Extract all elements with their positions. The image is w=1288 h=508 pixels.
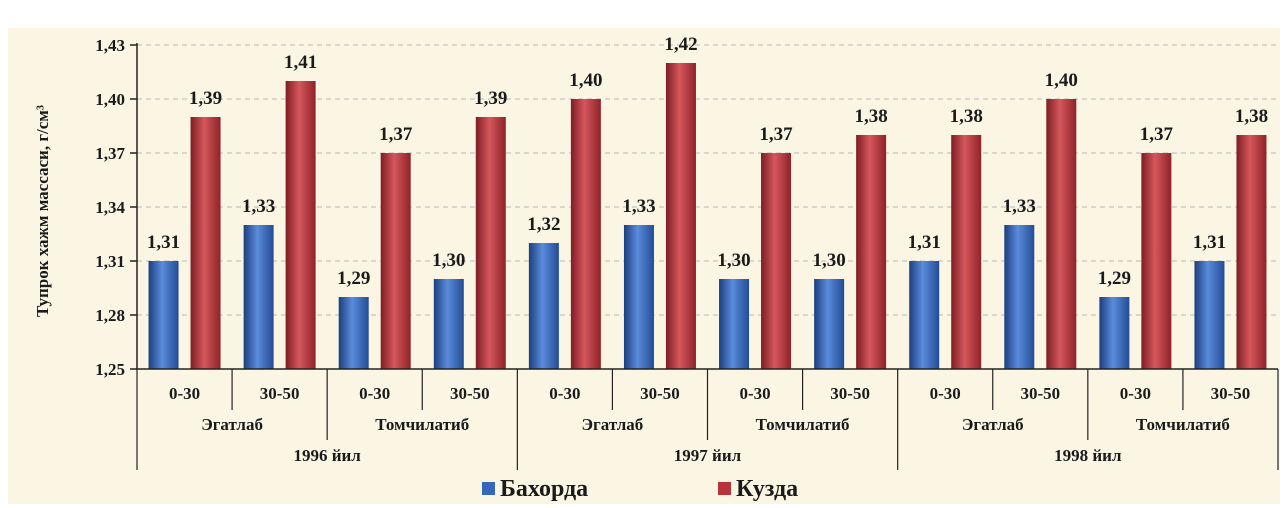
bar-autumn <box>380 153 411 369</box>
data-label: 1,33 <box>242 196 275 217</box>
bar-spring <box>814 279 845 369</box>
method-label: Томчилатиб <box>756 415 850 434</box>
y-tick-label: 1,40 <box>95 90 125 109</box>
data-label: 1,33 <box>622 196 655 217</box>
y-tick-label: 1,25 <box>95 360 125 379</box>
bar-autumn <box>1046 99 1077 369</box>
data-label: 1,42 <box>664 34 697 55</box>
method-label: Томчилатиб <box>375 415 469 434</box>
data-label: 1,38 <box>855 106 888 127</box>
bars-layer <box>148 63 1267 369</box>
data-label: 1,29 <box>337 268 370 289</box>
x-tick-label: 30-50 <box>640 384 680 403</box>
data-label: 1,32 <box>527 214 560 235</box>
method-label: Томчилатиб <box>1136 415 1230 434</box>
x-tick-label: 0-30 <box>359 384 390 403</box>
y-tick-label: 1,28 <box>95 306 125 325</box>
bar-autumn <box>1236 135 1267 369</box>
bar-spring <box>1194 261 1225 369</box>
data-label: 1,29 <box>1098 268 1131 289</box>
bar-autumn <box>570 99 601 369</box>
bar-autumn <box>665 63 696 369</box>
bar-spring <box>528 243 559 369</box>
data-label: 1,31 <box>1193 232 1226 253</box>
data-label: 1,31 <box>147 232 180 253</box>
bar-autumn <box>951 135 982 369</box>
labels-layer: 1,31 1,39 0-30 1,33 1,41 30-50 1,29 1,37 0-30 1,3… <box>147 34 1268 465</box>
data-label: 1,38 <box>1235 106 1268 127</box>
x-tick-label: 0-30 <box>169 384 200 403</box>
legend-swatch <box>718 482 731 495</box>
axis-layer: 1,25 1,28 1,31 1,34 1,37 1,40 1,43 <box>95 36 1279 470</box>
data-label: 1,37 <box>1140 124 1174 145</box>
data-label: 1,39 <box>474 88 507 109</box>
data-label: 1,37 <box>759 124 793 145</box>
year-label: 1997 йил <box>674 446 742 465</box>
bar-autumn <box>475 117 506 369</box>
data-label: 1,38 <box>950 106 983 127</box>
x-tick-label: 30-50 <box>1020 384 1060 403</box>
data-label: 1,31 <box>908 232 941 253</box>
data-label: 1,30 <box>432 250 465 271</box>
data-label: 1,37 <box>379 124 413 145</box>
bar-autumn <box>761 153 792 369</box>
bar-spring <box>909 261 940 369</box>
legend-label: Бахорда <box>500 476 588 502</box>
legend: Бахорда Кузда <box>482 476 798 502</box>
legend-label: Кузда <box>736 476 798 502</box>
year-label: 1998 йил <box>1054 446 1122 465</box>
bar-autumn <box>856 135 887 369</box>
bar-spring <box>1004 225 1035 369</box>
x-tick-label: 30-50 <box>830 384 870 403</box>
data-label: 1,33 <box>1003 196 1036 217</box>
year-label: 1996 йил <box>293 446 361 465</box>
x-tick-label: 0-30 <box>549 384 580 403</box>
bar-spring <box>433 279 464 369</box>
y-tick-label: 1,31 <box>95 252 125 271</box>
bar-spring <box>243 225 274 369</box>
y-tick-label: 1,34 <box>95 198 125 217</box>
y-tick-label: 1,37 <box>95 144 125 163</box>
bar-spring <box>719 279 750 369</box>
y-axis-label: Тупрок хажм массаси, г/см³ <box>33 105 52 317</box>
bar-autumn <box>190 117 221 369</box>
data-label: 1,41 <box>284 52 317 73</box>
bar-spring <box>1099 297 1130 369</box>
y-tick-label: 1,43 <box>95 36 125 55</box>
bar-autumn <box>1141 153 1172 369</box>
x-tick-label: 0-30 <box>739 384 770 403</box>
bar-autumn <box>285 81 316 369</box>
data-label: 1,30 <box>717 250 750 271</box>
x-tick-label: 30-50 <box>1211 384 1251 403</box>
x-tick-label: 0-30 <box>930 384 961 403</box>
data-label: 1,40 <box>1045 70 1078 91</box>
method-label: Эгатлаб <box>582 415 644 434</box>
method-label: Эгатлаб <box>962 415 1024 434</box>
data-label: 1,30 <box>813 250 846 271</box>
data-label: 1,39 <box>189 88 222 109</box>
bar-spring <box>623 225 654 369</box>
legend-swatch <box>482 482 495 495</box>
bar-spring <box>338 297 369 369</box>
x-tick-label: 30-50 <box>450 384 490 403</box>
x-tick-label: 30-50 <box>260 384 300 403</box>
data-label: 1,40 <box>569 70 602 91</box>
method-label: Эгатлаб <box>201 415 263 434</box>
x-tick-label: 0-30 <box>1120 384 1151 403</box>
grid-layer <box>137 44 1278 316</box>
bar-spring <box>148 261 179 369</box>
